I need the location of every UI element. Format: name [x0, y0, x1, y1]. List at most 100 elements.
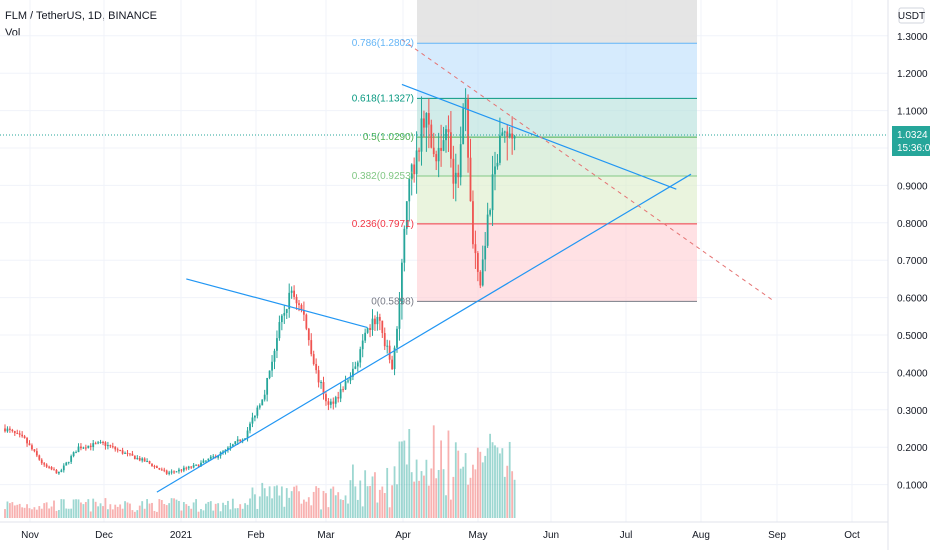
candle-body	[295, 296, 298, 304]
time-tick-label: Feb	[247, 530, 265, 541]
volume-bar	[138, 505, 141, 518]
volume-bar	[486, 448, 489, 518]
candle-body	[486, 214, 489, 246]
candle-body	[84, 447, 87, 449]
volume-bar	[371, 476, 374, 518]
volume-bar	[249, 498, 251, 518]
candle-body	[50, 466, 53, 470]
volume-bar	[273, 486, 276, 518]
volume-bar	[347, 503, 349, 518]
candle-body	[408, 178, 411, 202]
bar-countdown: 15:36:03	[897, 143, 932, 154]
price-tick-label: 0.2000	[897, 443, 928, 454]
volume-bar	[432, 425, 435, 518]
volume-bar	[276, 485, 278, 518]
candle-body	[158, 468, 161, 470]
volume-bar	[361, 506, 364, 518]
volume-bar	[320, 509, 322, 518]
volume-bar	[398, 441, 401, 518]
volume-bar	[126, 502, 129, 518]
volume-bar	[391, 485, 393, 518]
candle-body	[119, 449, 122, 451]
candle-body	[354, 366, 357, 369]
volume-bar	[80, 502, 82, 518]
candle-body	[77, 446, 80, 453]
fib-level-label: 0(0.5898)	[371, 296, 414, 307]
volume-bar	[427, 485, 430, 518]
volume-bar	[388, 507, 391, 518]
volume-bar	[462, 466, 465, 518]
candle-body	[366, 327, 369, 333]
volume-bar	[195, 499, 197, 518]
candle-body	[280, 315, 283, 323]
candle-body	[97, 442, 99, 444]
volume-bar	[288, 497, 291, 518]
candle-body	[420, 118, 423, 152]
candle-body	[386, 345, 389, 347]
candle-body	[472, 201, 474, 245]
candle-body	[388, 345, 391, 360]
volume-bar	[146, 499, 148, 518]
volume-bar	[187, 505, 190, 518]
fib-zone	[417, 43, 697, 99]
volume-bar	[312, 491, 315, 518]
volume-bar	[84, 502, 87, 518]
candle-body	[454, 172, 457, 184]
last-price-value: 1.0324	[897, 130, 928, 141]
candle-body	[298, 303, 300, 305]
fib-zone	[417, 98, 697, 138]
volume-bar	[190, 508, 193, 518]
candle-body	[452, 158, 455, 184]
volume-bar	[337, 492, 340, 518]
candle-body	[369, 327, 371, 330]
candle-body	[457, 172, 460, 178]
price-tick-label: 0.6000	[897, 294, 928, 305]
candle-body	[258, 405, 261, 408]
candle-body	[513, 136, 516, 139]
volume-bar	[405, 464, 408, 518]
volume-bar	[334, 495, 337, 518]
volume-bar	[325, 493, 327, 518]
volume-bar	[491, 442, 494, 518]
volume-bar	[99, 503, 102, 518]
candle-body	[33, 449, 36, 452]
candle-body	[278, 322, 281, 339]
candle-body	[474, 244, 477, 254]
volume-bar	[182, 502, 185, 518]
candle-body	[168, 472, 171, 474]
candle-body	[114, 446, 117, 450]
volume-bar	[293, 486, 295, 518]
candle-body	[43, 463, 46, 465]
price-tick-label: 1.2000	[897, 69, 928, 80]
candle-body	[376, 316, 379, 325]
volume-bar	[437, 469, 440, 518]
candle-body	[489, 210, 491, 215]
volume-bar	[185, 504, 188, 518]
volume-bar	[217, 503, 220, 518]
candle-body	[263, 394, 266, 400]
candle-body	[413, 164, 416, 175]
candle-body	[249, 423, 251, 431]
volume-bar	[175, 499, 178, 518]
symbol-title[interactable]: FLM / TetherUS, 1D, BINANCE	[5, 10, 158, 22]
candle-body	[322, 382, 325, 395]
candle-body	[222, 451, 224, 453]
candle-body	[337, 397, 340, 399]
candle-body	[197, 464, 200, 467]
volume-bar	[209, 501, 212, 518]
candle-body	[401, 262, 403, 305]
volume-bar	[479, 451, 482, 518]
volume-bar	[418, 480, 420, 518]
candle-body	[320, 382, 322, 384]
currency-unit-button[interactable]: USDT	[898, 7, 925, 24]
volume-bar	[344, 495, 347, 518]
volume-bar	[214, 503, 217, 518]
candle-body	[432, 147, 435, 155]
volume-bar	[393, 466, 396, 518]
candle-body	[303, 310, 305, 315]
candle-body	[13, 431, 16, 434]
candle-body	[156, 466, 158, 469]
volume-bar	[300, 503, 303, 518]
volume-bar	[82, 504, 85, 518]
